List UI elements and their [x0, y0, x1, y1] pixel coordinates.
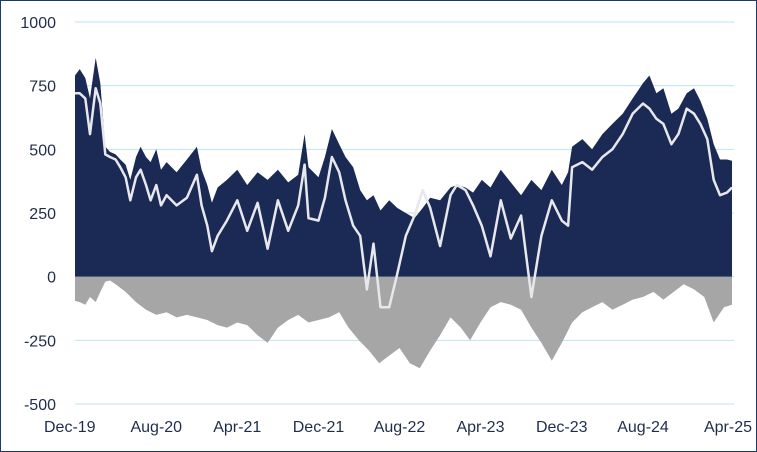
x-tick-label: Aug-20: [130, 419, 182, 436]
y-tick-label: 0: [47, 270, 56, 287]
y-tick-label: 500: [29, 142, 56, 159]
lower-area-fill: [75, 276, 732, 369]
y-tick-label: -500: [24, 397, 56, 414]
area-series: [75, 57, 732, 369]
x-tick-label: Apr-21: [213, 419, 261, 436]
x-tick-label: Apr-25: [704, 419, 752, 436]
x-tick-label: Aug-24: [617, 419, 669, 436]
x-tick-label: Dec-21: [293, 419, 345, 436]
y-tick-label: 1000: [20, 15, 56, 32]
x-tick-label: Dec-23: [536, 419, 588, 436]
y-tick-label: -250: [24, 333, 56, 350]
x-tick-label: Aug-22: [374, 419, 426, 436]
y-tick-label: 250: [29, 206, 56, 223]
x-axis-labels: Dec-19 Aug-20 Apr-21 Dec-21 Aug-22 Apr-23 Dec-…: [44, 419, 752, 436]
line-series: [75, 86, 733, 309]
y-tick-label: 750: [29, 79, 56, 96]
x-tick-label: Dec-19: [44, 419, 96, 436]
y-axis-labels: 1000 750 500 250 0 -250 -500: [20, 15, 56, 414]
x-tick-label: Apr-23: [456, 419, 504, 436]
line-series-path: [75, 86, 733, 309]
